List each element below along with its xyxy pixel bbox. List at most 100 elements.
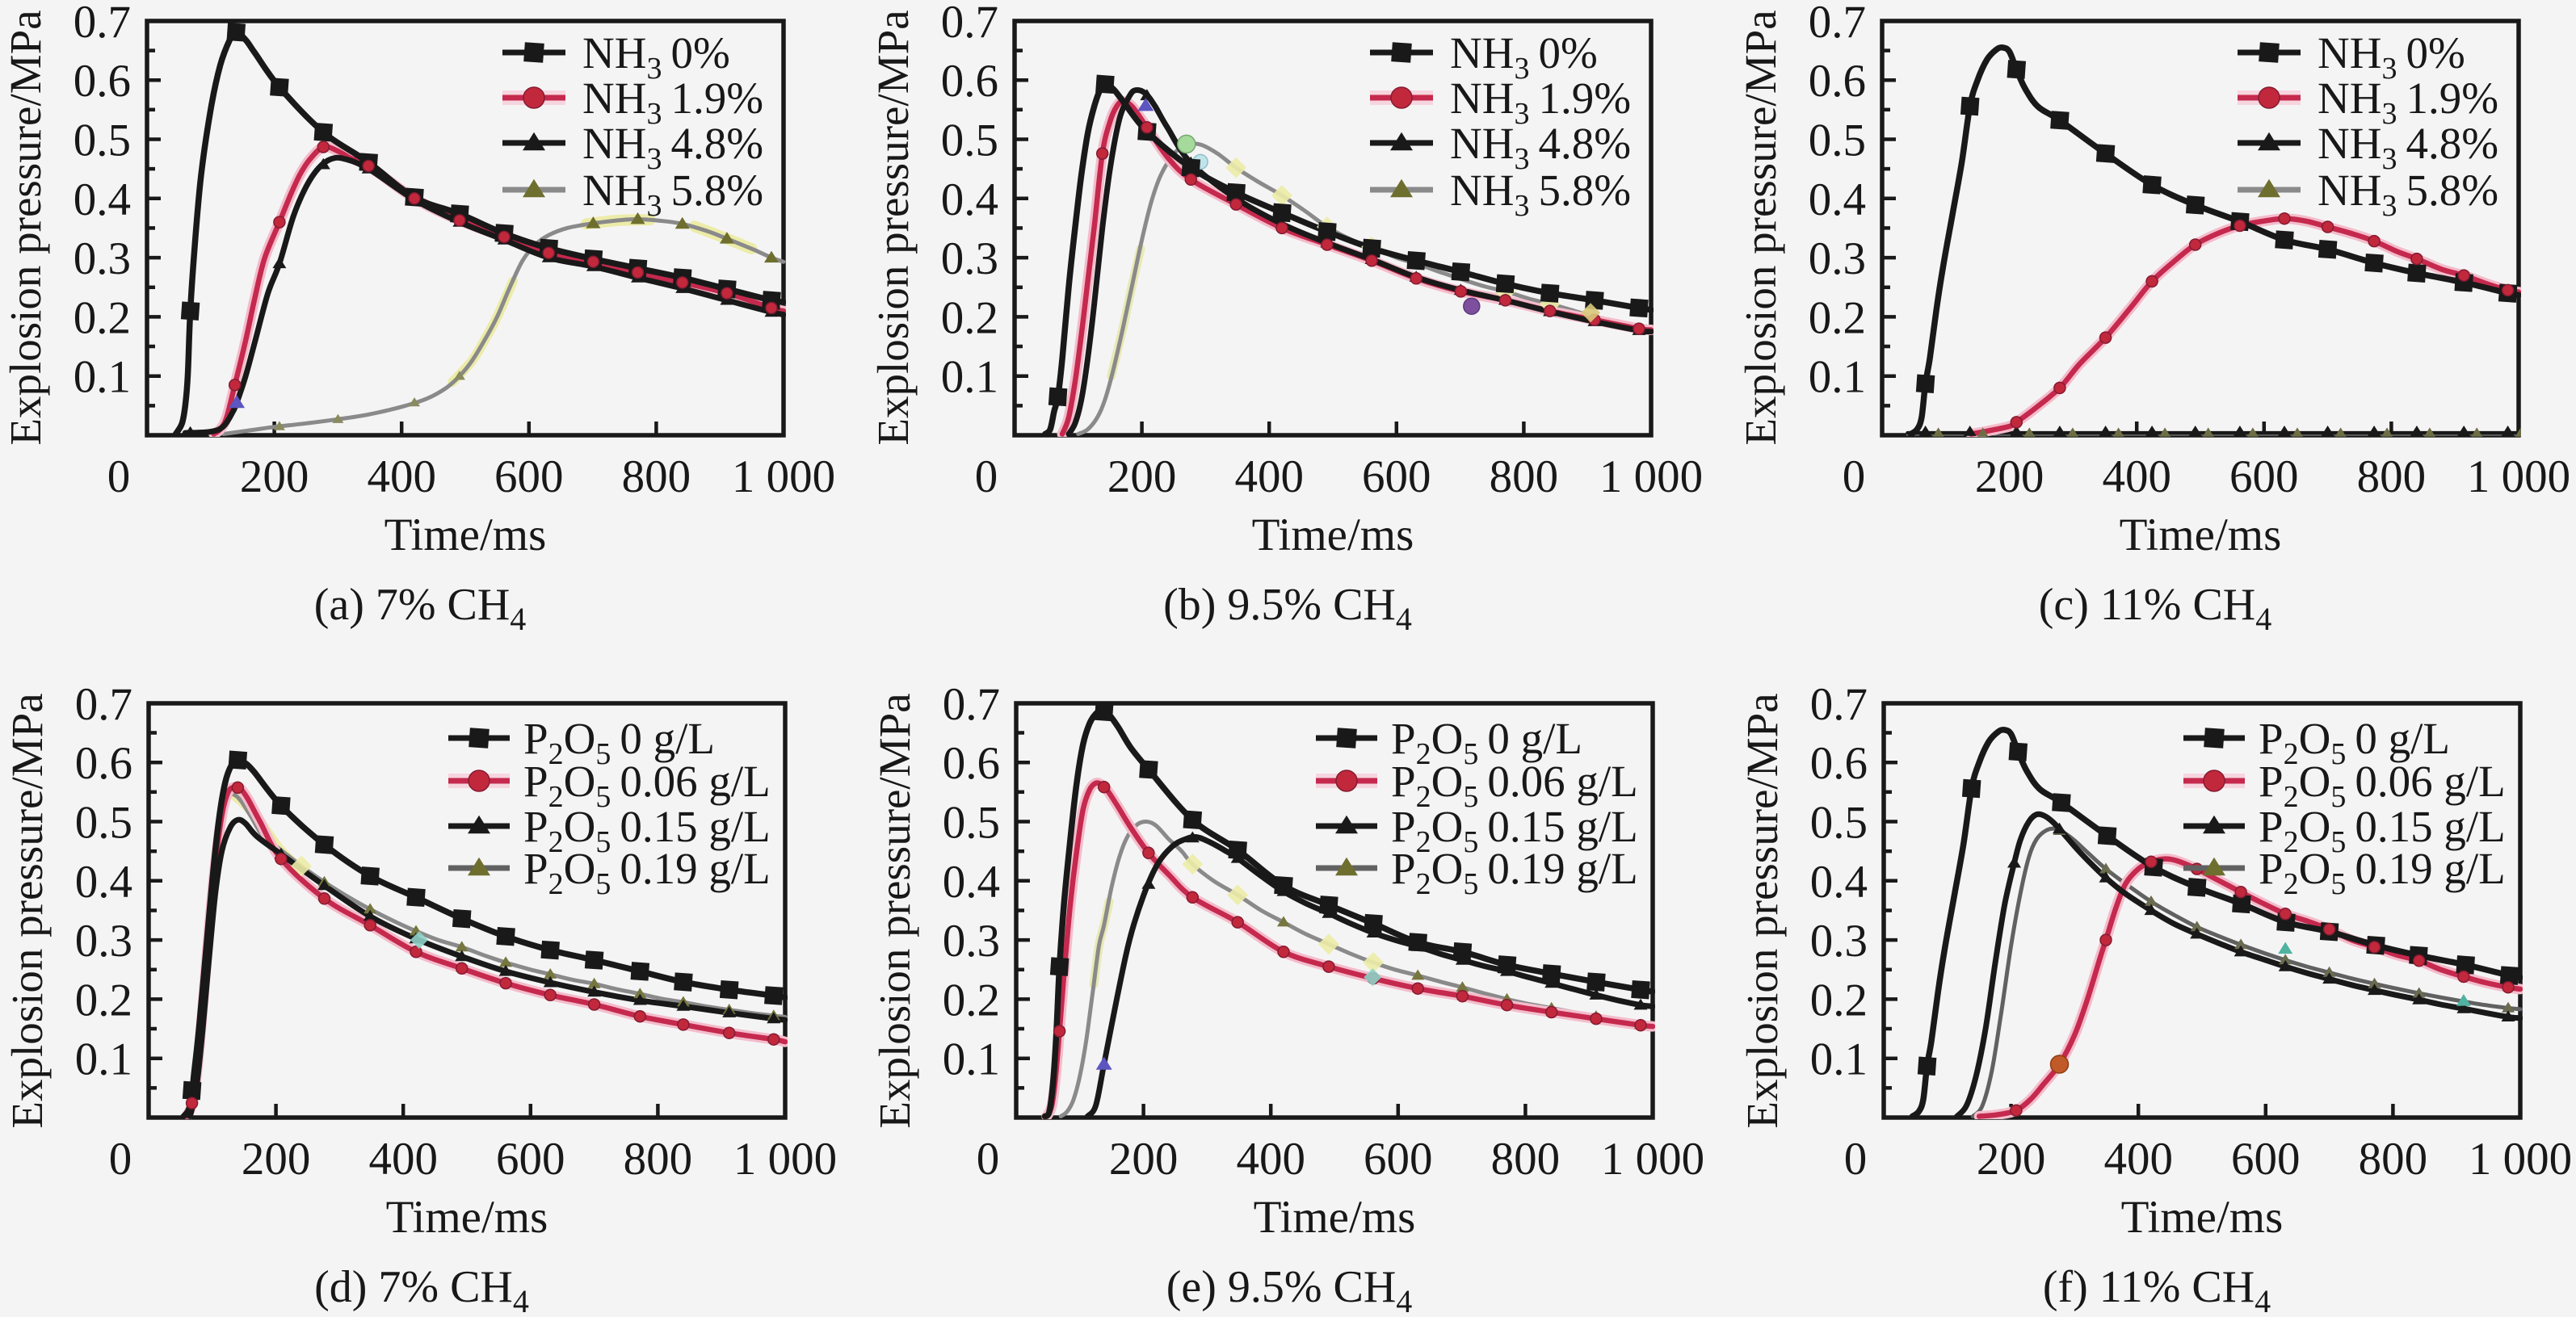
svg-text:800: 800 bbox=[2357, 451, 2427, 502]
svg-text:0.3: 0.3 bbox=[74, 233, 131, 284]
svg-text:0.7: 0.7 bbox=[943, 679, 1000, 730]
svg-text:0.3: 0.3 bbox=[943, 916, 1000, 967]
svg-text:NH3 5.8%: NH3 5.8% bbox=[2318, 166, 2498, 223]
svg-text:0.1: 0.1 bbox=[74, 352, 131, 403]
svg-text:0.5: 0.5 bbox=[1810, 798, 1868, 849]
svg-text:Time/ms: Time/ms bbox=[2120, 510, 2282, 560]
svg-text:(c) 11% CH4: (c) 11% CH4 bbox=[2039, 580, 2272, 637]
svg-text:200: 200 bbox=[242, 1134, 311, 1185]
svg-text:200: 200 bbox=[240, 451, 309, 502]
svg-text:0.3: 0.3 bbox=[75, 916, 132, 967]
svg-text:(a) 7% CH4: (a) 7% CH4 bbox=[314, 580, 527, 637]
svg-text:Time/ms: Time/ms bbox=[1252, 510, 1414, 560]
svg-text:0: 0 bbox=[977, 1134, 1000, 1185]
svg-text:600: 600 bbox=[496, 1134, 565, 1185]
svg-text:P2O5 0.15 g/L: P2O5 0.15 g/L bbox=[1391, 802, 1638, 859]
svg-text:0.4: 0.4 bbox=[941, 174, 998, 225]
svg-text:1 000: 1 000 bbox=[1599, 451, 1703, 502]
svg-text:400: 400 bbox=[368, 1134, 438, 1185]
svg-text:Time/ms: Time/ms bbox=[385, 510, 547, 560]
svg-text:P2O5 0.06 g/L: P2O5 0.06 g/L bbox=[523, 757, 771, 814]
svg-text:Explosion pressure/MPa: Explosion pressure/MPa bbox=[870, 693, 919, 1128]
svg-text:800: 800 bbox=[1491, 1134, 1561, 1185]
svg-text:(f) 11% CH4: (f) 11% CH4 bbox=[2043, 1262, 2271, 1317]
svg-text:0.4: 0.4 bbox=[74, 174, 131, 225]
svg-text:600: 600 bbox=[2231, 1134, 2301, 1185]
svg-text:0.7: 0.7 bbox=[941, 0, 998, 48]
svg-text:200: 200 bbox=[1975, 451, 2044, 502]
svg-text:0.1: 0.1 bbox=[941, 352, 998, 403]
svg-text:P2O5 0.06 g/L: P2O5 0.06 g/L bbox=[2259, 757, 2506, 814]
svg-text:800: 800 bbox=[622, 451, 691, 502]
svg-text:0.7: 0.7 bbox=[1810, 679, 1868, 730]
svg-text:P2O5 0.15 g/L: P2O5 0.15 g/L bbox=[523, 802, 771, 859]
svg-text:200: 200 bbox=[1107, 451, 1177, 502]
svg-text:0.5: 0.5 bbox=[75, 798, 132, 849]
svg-text:0.2: 0.2 bbox=[941, 292, 998, 343]
svg-text:200: 200 bbox=[1977, 1134, 2046, 1185]
svg-text:0.7: 0.7 bbox=[1809, 0, 1866, 48]
svg-text:0.3: 0.3 bbox=[1810, 916, 1868, 967]
svg-text:1 000: 1 000 bbox=[2469, 1134, 2572, 1185]
svg-text:0.3: 0.3 bbox=[941, 233, 998, 284]
svg-text:0.4: 0.4 bbox=[1809, 174, 1866, 225]
svg-text:0.1: 0.1 bbox=[1809, 352, 1866, 403]
svg-text:0: 0 bbox=[107, 451, 131, 502]
svg-text:P2O5 0.06 g/L: P2O5 0.06 g/L bbox=[1391, 757, 1638, 814]
svg-text:800: 800 bbox=[624, 1134, 693, 1185]
svg-text:400: 400 bbox=[1234, 451, 1304, 502]
svg-text:0.5: 0.5 bbox=[941, 115, 998, 166]
svg-text:0.3: 0.3 bbox=[1809, 233, 1866, 284]
svg-text:P2O5 0.19 g/L: P2O5 0.19 g/L bbox=[2259, 844, 2506, 901]
svg-text:800: 800 bbox=[2359, 1134, 2428, 1185]
svg-text:0.2: 0.2 bbox=[75, 975, 132, 1025]
svg-text:NH3 5.8%: NH3 5.8% bbox=[582, 166, 763, 223]
svg-text:0.5: 0.5 bbox=[74, 115, 131, 166]
svg-text:600: 600 bbox=[1364, 1134, 1433, 1185]
svg-text:P2O5 0.15 g/L: P2O5 0.15 g/L bbox=[2259, 802, 2506, 859]
svg-text:600: 600 bbox=[494, 451, 564, 502]
svg-text:Explosion pressure/MPa: Explosion pressure/MPa bbox=[2, 693, 52, 1128]
svg-text:P2O5 0.19 g/L: P2O5 0.19 g/L bbox=[523, 844, 771, 901]
svg-text:0: 0 bbox=[1843, 451, 1866, 502]
svg-text:NH3 5.8%: NH3 5.8% bbox=[1450, 166, 1631, 223]
svg-text:NH3 1.9%: NH3 1.9% bbox=[2318, 73, 2498, 131]
svg-text:0.6: 0.6 bbox=[1810, 738, 1868, 789]
svg-text:0: 0 bbox=[975, 451, 998, 502]
svg-text:P2O5 0 g/L: P2O5 0 g/L bbox=[1391, 714, 1582, 771]
svg-text:P2O5 0 g/L: P2O5 0 g/L bbox=[523, 714, 715, 771]
svg-text:400: 400 bbox=[2102, 451, 2171, 502]
svg-text:0.4: 0.4 bbox=[943, 857, 1000, 908]
svg-text:0.4: 0.4 bbox=[75, 857, 132, 908]
svg-text:400: 400 bbox=[367, 451, 436, 502]
svg-text:NH3 1.9%: NH3 1.9% bbox=[582, 73, 763, 131]
svg-text:1 000: 1 000 bbox=[1601, 1134, 1704, 1185]
svg-text:1 000: 1 000 bbox=[2467, 451, 2570, 502]
svg-text:0: 0 bbox=[109, 1134, 132, 1185]
svg-text:0.1: 0.1 bbox=[943, 1034, 1000, 1085]
svg-text:NH3 4.8%: NH3 4.8% bbox=[2318, 119, 2498, 176]
svg-text:0.2: 0.2 bbox=[1810, 975, 1868, 1025]
svg-text:600: 600 bbox=[1362, 451, 1431, 502]
svg-text:0.6: 0.6 bbox=[75, 738, 132, 789]
svg-text:0.7: 0.7 bbox=[74, 0, 131, 48]
svg-text:Time/ms: Time/ms bbox=[1254, 1192, 1416, 1243]
svg-text:0.2: 0.2 bbox=[1809, 292, 1866, 343]
svg-text:0.4: 0.4 bbox=[1810, 857, 1868, 908]
svg-text:Explosion pressure/MPa: Explosion pressure/MPa bbox=[1, 10, 50, 445]
svg-text:0.5: 0.5 bbox=[1809, 115, 1866, 166]
svg-text:(b) 9.5% CH4: (b) 9.5% CH4 bbox=[1163, 580, 1412, 637]
svg-text:(e) 9.5% CH4: (e) 9.5% CH4 bbox=[1166, 1262, 1413, 1317]
svg-text:Time/ms: Time/ms bbox=[386, 1192, 548, 1243]
svg-text:NH3 1.9%: NH3 1.9% bbox=[1450, 73, 1631, 131]
svg-text:Time/ms: Time/ms bbox=[2121, 1192, 2284, 1243]
svg-text:600: 600 bbox=[2229, 451, 2299, 502]
svg-text:1 000: 1 000 bbox=[732, 451, 835, 502]
svg-text:0.6: 0.6 bbox=[943, 738, 1000, 789]
svg-text:NH3 0%: NH3 0% bbox=[2318, 28, 2465, 86]
svg-text:NH3 4.8%: NH3 4.8% bbox=[582, 119, 763, 176]
svg-text:Explosion pressure/MPa: Explosion pressure/MPa bbox=[1738, 693, 1787, 1128]
svg-text:0.5: 0.5 bbox=[943, 798, 1000, 849]
svg-text:Explosion pressure/MPa: Explosion pressure/MPa bbox=[868, 10, 918, 445]
svg-text:0.7: 0.7 bbox=[75, 679, 132, 730]
